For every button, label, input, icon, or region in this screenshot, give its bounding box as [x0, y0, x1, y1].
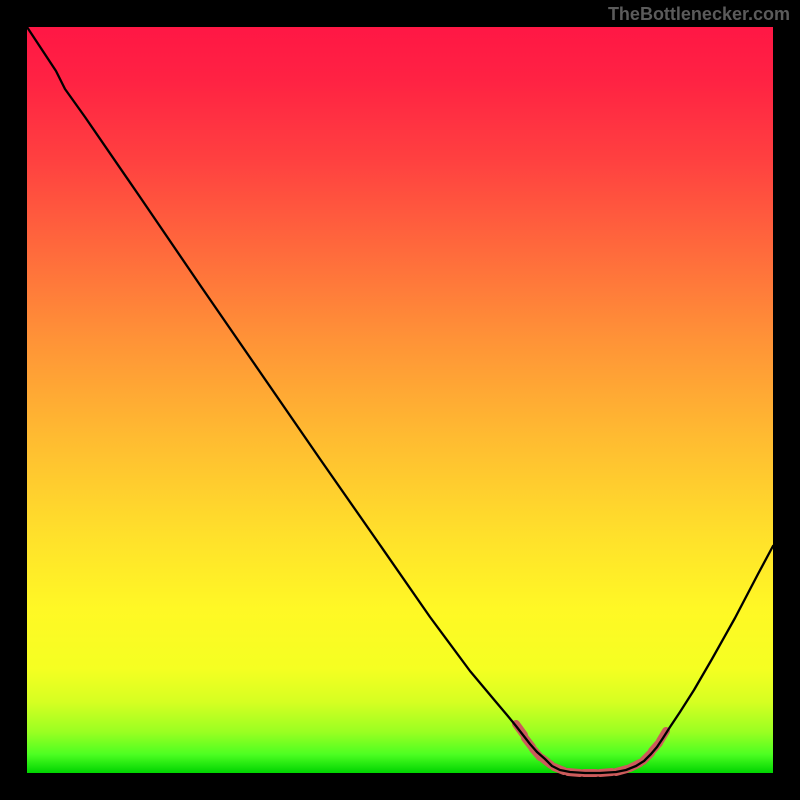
trough-marker — [516, 724, 666, 773]
watermark-text: TheBottlenecker.com — [608, 4, 790, 25]
bottleneck-curve — [27, 27, 773, 773]
chart-curve-layer — [0, 0, 800, 800]
chart-plot-area — [27, 27, 773, 773]
